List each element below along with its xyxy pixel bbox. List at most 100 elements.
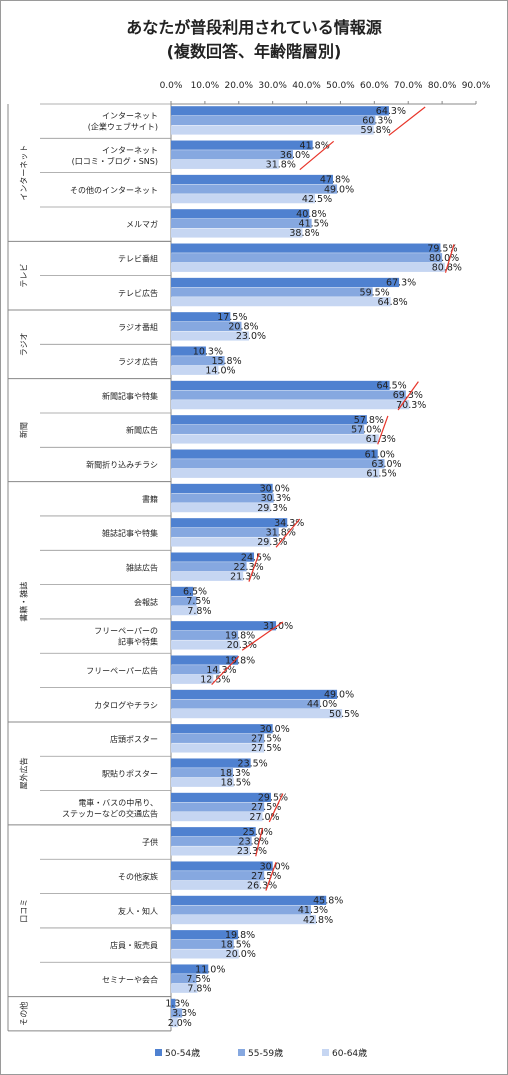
category-label: 記事や特集 xyxy=(118,637,158,647)
bar xyxy=(171,527,279,537)
data-label: 27.5% xyxy=(251,871,281,882)
data-label: 11.0% xyxy=(195,964,225,975)
data-label: 27.5% xyxy=(251,802,281,813)
data-label: 18.5% xyxy=(221,777,251,788)
legend-swatch xyxy=(322,1049,329,1056)
x-tick-label: 60.0% xyxy=(360,81,389,91)
category-label: 駅貼りポスター xyxy=(102,768,158,778)
data-label: 50.5% xyxy=(329,709,359,720)
bar xyxy=(171,228,303,238)
bar xyxy=(171,768,234,778)
bar xyxy=(171,174,333,185)
data-label: 79.5% xyxy=(427,243,457,254)
bar xyxy=(171,106,389,116)
bar xyxy=(171,743,265,753)
data-label: 29.3% xyxy=(257,503,287,514)
data-label: 30.0% xyxy=(260,484,290,495)
category-label: 新聞記事や特集 xyxy=(102,391,158,401)
x-tick-label: 80.0% xyxy=(428,81,457,91)
data-label: 64.8% xyxy=(378,297,408,308)
category-label: 新聞折り込みチラシ xyxy=(86,459,158,469)
bar xyxy=(171,424,365,434)
red-slash-annotation xyxy=(265,862,277,891)
bar xyxy=(171,905,311,915)
category-label: セミナーや会合 xyxy=(102,974,158,984)
category-label: 新聞広告 xyxy=(126,425,158,435)
data-label: 27.5% xyxy=(251,734,281,745)
bar xyxy=(171,150,293,160)
bar xyxy=(171,253,443,263)
category-label: 店員・販売員 xyxy=(110,940,158,950)
category-label: (企業ウェブサイト) xyxy=(88,122,158,132)
group-label: 書籍・雑誌 xyxy=(19,582,29,622)
x-tick-label: 0.0% xyxy=(160,81,183,91)
bar xyxy=(171,802,265,812)
bar xyxy=(171,449,378,459)
data-label: 30.0% xyxy=(260,724,290,735)
red-slash-annotation xyxy=(299,140,335,171)
data-label: 18.3% xyxy=(220,768,250,779)
bar xyxy=(171,724,273,734)
group-label: 口コミ xyxy=(20,899,29,923)
bar xyxy=(171,777,234,787)
data-label: 7.5% xyxy=(186,596,210,607)
data-label: 30.3% xyxy=(261,493,291,504)
data-label: 31.8% xyxy=(266,160,296,171)
data-label: 23.5% xyxy=(238,758,268,769)
x-tick-label: 30.0% xyxy=(258,81,287,91)
bar xyxy=(171,390,406,400)
legend-label: 50-54歳 xyxy=(165,1047,200,1059)
data-label: 19.8% xyxy=(225,655,255,666)
data-label: 47.8% xyxy=(320,175,350,186)
data-label: 63.0% xyxy=(371,459,401,470)
bar xyxy=(171,836,252,846)
data-label: 40.8% xyxy=(296,209,326,220)
bar xyxy=(171,621,277,631)
category-label: ラジオ広告 xyxy=(118,356,158,366)
red-slash-annotation xyxy=(275,518,301,548)
bar xyxy=(171,380,390,391)
category-label: 雑誌広告 xyxy=(126,562,158,572)
data-label: 60.3% xyxy=(362,116,392,127)
bar xyxy=(171,243,441,253)
red-slash-annotation xyxy=(248,553,260,582)
data-label: 19.8% xyxy=(225,631,255,642)
data-label: 19.8% xyxy=(225,930,255,941)
bar xyxy=(171,552,255,562)
bar xyxy=(171,914,317,925)
bar xyxy=(171,571,244,581)
category-label: 雑誌記事や特集 xyxy=(102,528,158,538)
bar xyxy=(171,964,209,974)
bar xyxy=(171,140,313,150)
data-label: 31.0% xyxy=(263,621,293,632)
category-label: カタログやチラシ xyxy=(94,700,158,710)
data-label: 34.3% xyxy=(274,518,304,529)
bar xyxy=(171,674,214,684)
data-label: 67.3% xyxy=(386,278,416,289)
data-label: 45.8% xyxy=(313,896,343,907)
chart-title: あなたが普段利用されている情報源 xyxy=(126,18,382,37)
data-label: 17.5% xyxy=(217,312,247,323)
bar xyxy=(171,792,271,802)
data-label: 41.8% xyxy=(300,140,330,151)
data-label: 20.3% xyxy=(227,640,257,651)
group-label: その他 xyxy=(19,1002,29,1026)
category-label: フリーペーパー広告 xyxy=(86,665,158,675)
red-slash-annotation xyxy=(377,415,389,445)
legend-swatch xyxy=(238,1049,245,1056)
legend-label: 55-59歳 xyxy=(248,1047,283,1059)
data-label: 44.0% xyxy=(307,699,337,710)
group-label: テレビ xyxy=(20,264,29,288)
bar xyxy=(171,733,265,743)
data-label: 36.0% xyxy=(280,150,310,161)
bar xyxy=(171,218,312,228)
category-label: 書籍 xyxy=(142,494,158,504)
data-label: 57.0% xyxy=(351,425,381,436)
x-tick-label: 50.0% xyxy=(326,81,355,91)
data-label: 61.5% xyxy=(366,469,396,480)
bar xyxy=(171,503,271,513)
group-label: 屋外広告 xyxy=(19,757,29,789)
bar xyxy=(171,468,380,478)
data-label: 26.3% xyxy=(247,880,277,891)
bar xyxy=(171,277,400,288)
